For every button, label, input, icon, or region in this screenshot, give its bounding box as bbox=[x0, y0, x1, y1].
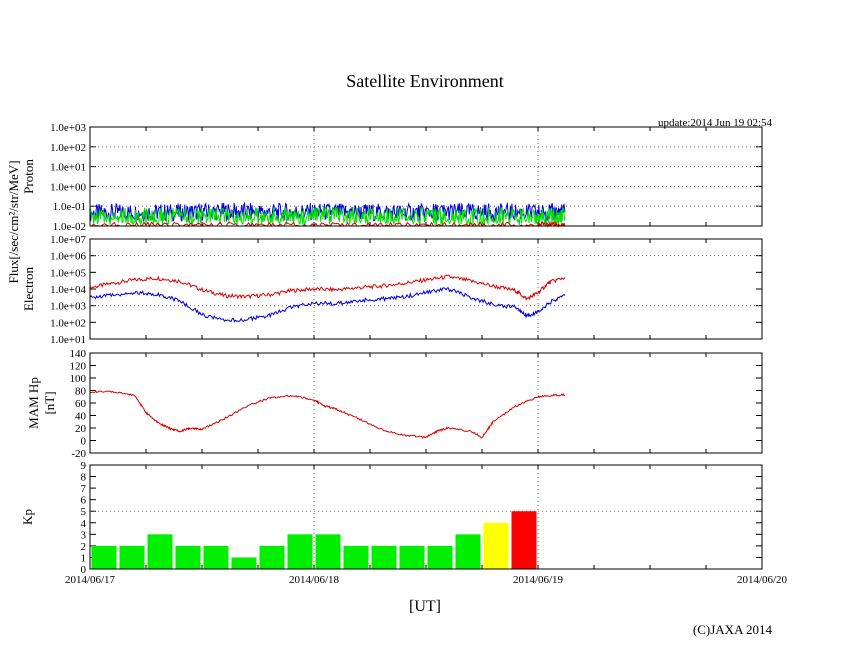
kp-bar bbox=[371, 545, 397, 569]
x-tick-label: 2014/06/18 bbox=[289, 574, 340, 586]
y-tick-label: 1.0e+01 bbox=[50, 162, 86, 174]
kp-bar bbox=[203, 545, 229, 569]
kp-bar bbox=[427, 545, 453, 569]
y-tick-label: 4 bbox=[81, 518, 87, 530]
y-tick-label: 7 bbox=[81, 483, 87, 495]
update-label: update:2014 Jun 19 02:54 bbox=[658, 117, 772, 129]
x-tick-label: 2014/06/19 bbox=[513, 574, 564, 586]
y-tick-label: 1.0e+03 bbox=[50, 301, 86, 313]
y-tick-label: 2 bbox=[81, 541, 87, 553]
y-tick-label: 1 bbox=[81, 552, 87, 564]
kp-bar bbox=[147, 534, 173, 569]
panel-frame bbox=[89, 126, 763, 227]
series-line-red bbox=[89, 389, 566, 439]
kp-bar bbox=[119, 545, 145, 569]
panel-ylabel: Electron bbox=[21, 266, 36, 311]
kp-bar bbox=[315, 534, 341, 569]
y-tick-label: 9 bbox=[81, 460, 87, 472]
panel-frame bbox=[89, 464, 763, 570]
y-tick-label: 1.0e+01 bbox=[50, 334, 86, 346]
y-tick-label: 1.0e+05 bbox=[50, 267, 86, 279]
panel-proton: 1.0e-02 1.0e-01 1.0e+00 1.0e+01 1.0e+02 1.0e+… bbox=[21, 122, 763, 233]
kp-bar bbox=[343, 545, 369, 569]
copyright-label: (C)JAXA 2014 bbox=[693, 622, 773, 637]
y-tick-label: 0 bbox=[81, 436, 87, 448]
y-tick-label: 3 bbox=[81, 529, 87, 541]
y-tick-label: 100 bbox=[70, 373, 87, 385]
y-tick-label: 1.0e+03 bbox=[50, 122, 86, 134]
y-tick-label: 1.0e-01 bbox=[53, 201, 86, 213]
x-axis-label: [UT] bbox=[409, 598, 441, 615]
kp-bar bbox=[511, 511, 537, 569]
y-tick-label: 40 bbox=[75, 411, 87, 423]
panel-ylabel-unit: [nT] bbox=[42, 391, 57, 414]
x-tick-label: 2014/06/17 bbox=[65, 574, 116, 586]
panel-ylabel: MAM Hp bbox=[26, 377, 41, 429]
kp-bar bbox=[399, 545, 425, 569]
y-tick-label: 20 bbox=[75, 423, 87, 435]
kp-bar bbox=[259, 545, 285, 569]
y-tick-label: 80 bbox=[75, 386, 87, 398]
y-tick-label: 1.0e+00 bbox=[50, 181, 86, 193]
y-tick-label: 120 bbox=[70, 361, 87, 373]
y-tick-label: 1.0e+04 bbox=[50, 284, 86, 296]
panel-frame bbox=[89, 352, 763, 454]
panel-ylabel: Kp bbox=[20, 509, 35, 525]
y-tick-label: 1.0e+07 bbox=[50, 234, 86, 246]
y-tick-label: 6 bbox=[81, 495, 87, 507]
y-tick-label: 1.0e+02 bbox=[50, 142, 86, 154]
y-tick-label: 60 bbox=[75, 398, 87, 410]
kp-bar bbox=[287, 534, 313, 569]
y-tick-label: 140 bbox=[70, 348, 87, 360]
kp-bar bbox=[483, 522, 509, 569]
y-tick-label: 0 bbox=[81, 564, 87, 576]
kp-bar bbox=[175, 545, 201, 569]
panel-electron: 1.0e+01 1.0e+02 1.0e+03 1.0e+04 1.0e+05 1.0e+… bbox=[21, 234, 763, 346]
kp-bar bbox=[231, 557, 257, 569]
y-tick-label: 8 bbox=[81, 472, 87, 484]
x-tick-label: 2014/06/20 bbox=[737, 574, 788, 586]
panel-ylabel: Proton bbox=[21, 159, 36, 194]
series-line-green bbox=[89, 206, 566, 227]
y-tick-label: 1.0e-02 bbox=[53, 221, 86, 233]
flux-ylabel: Flux[/sec/cm²/str/MeV] bbox=[6, 160, 21, 283]
series-line-blue bbox=[89, 287, 566, 323]
series-line-red bbox=[90, 220, 566, 228]
series-line-red bbox=[89, 274, 566, 301]
chart-title: Satellite Environment bbox=[346, 71, 503, 91]
panel-frame bbox=[89, 238, 763, 340]
y-tick-label: 5 bbox=[81, 506, 87, 518]
kp-bar bbox=[455, 534, 481, 569]
kp-bar bbox=[91, 545, 117, 569]
y-tick-label: 1.0e+06 bbox=[50, 251, 86, 263]
y-tick-label: -20 bbox=[71, 448, 86, 460]
y-tick-label: 1.0e+02 bbox=[50, 317, 86, 329]
